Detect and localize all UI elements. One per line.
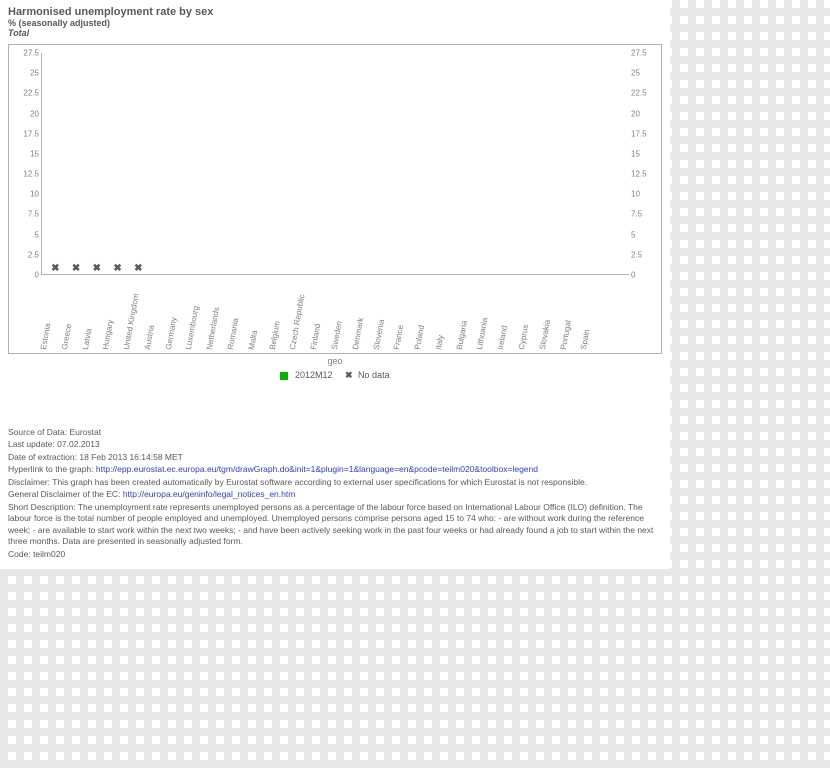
legend-series-label: 2012M12	[295, 370, 333, 380]
bars-container: ✖ ✖ ✖ ✖ ✖	[42, 53, 629, 274]
meta-extraction-value: 18 Feb 2013 16:14:58 MET	[79, 452, 183, 462]
nodata-marker: ✖	[134, 263, 142, 274]
y-tick: 27.5	[11, 49, 39, 58]
y-tick: 7.5	[11, 210, 39, 219]
y-tick: 5	[11, 230, 39, 239]
y-tick: 2.5	[631, 250, 659, 259]
y-tick: 12.5	[11, 170, 39, 179]
y-tick: 15	[631, 149, 659, 158]
chart-subtitle: % (seasonally adjusted)	[8, 18, 662, 28]
y-tick: 12.5	[631, 170, 659, 179]
y-tick: 15	[11, 149, 39, 158]
y-tick: 5	[631, 230, 659, 239]
meta-code-label: Code:	[8, 549, 31, 559]
legend-swatch	[280, 372, 288, 380]
y-tick: 10	[631, 190, 659, 199]
meta-hyperlink-link[interactable]: http://epp.eurostat.ec.europa.eu/tgm/dra…	[96, 464, 538, 474]
bar-column: ✖	[46, 263, 65, 274]
meta-extraction-label: Date of extraction:	[8, 452, 77, 462]
y-tick: 2.5	[11, 250, 39, 259]
meta-shortdesc-label: Short Description:	[8, 502, 76, 512]
bar-column: ✖	[108, 263, 127, 274]
meta-code-value: teilm020	[33, 549, 65, 559]
meta-lastupdate-value: 07.02.2013	[57, 439, 100, 449]
x-axis-labels: EstoniaGreeceLatviaHungaryUnited Kingdom…	[41, 277, 629, 353]
meta-source-value: Eurostat	[69, 427, 101, 437]
bar-column: ✖	[129, 263, 148, 274]
meta-gendisclaimer-label: General Disclaimer of the EC:	[8, 489, 120, 499]
nodata-marker: ✖	[93, 263, 101, 274]
bar-column: ✖	[88, 263, 107, 274]
y-tick: 22.5	[631, 89, 659, 98]
y-tick: 0	[631, 271, 659, 280]
y-tick: 20	[631, 109, 659, 118]
meta-disclaimer-value: This graph has been created automaticall…	[52, 477, 587, 487]
y-tick: 7.5	[631, 210, 659, 219]
y-tick: 10	[11, 190, 39, 199]
chart-title: Harmonised unemployment rate by sex	[8, 6, 662, 18]
legend-nodata-label: No data	[358, 370, 390, 380]
y-tick: 25	[11, 69, 39, 78]
nodata-marker: ✖	[113, 263, 121, 274]
legend: 2012M12 ✖ No data	[8, 370, 662, 381]
y-tick: 20	[11, 109, 39, 118]
metadata-block: Source of Data: Eurostat Last update: 07…	[8, 427, 662, 560]
meta-lastupdate-label: Last update:	[8, 439, 55, 449]
nodata-marker: ✖	[72, 263, 80, 274]
y-axis-right: 02.557.51012.51517.52022.52527.5	[631, 53, 659, 275]
bar-column: ✖	[67, 263, 86, 274]
legend-nodata-icon: ✖	[345, 370, 353, 381]
y-tick: 17.5	[631, 129, 659, 138]
meta-shortdesc-value: The unemployment rate represents unemplo…	[8, 502, 653, 546]
y-tick: 25	[631, 69, 659, 78]
y-tick: 22.5	[11, 89, 39, 98]
meta-source-label: Source of Data:	[8, 427, 67, 437]
meta-gendisclaimer-link[interactable]: http://europa.eu/geninfo/legal_notices_e…	[123, 489, 296, 499]
plot-area: ✖ ✖ ✖ ✖ ✖	[41, 53, 629, 275]
chart-area: 0 2.5 5 7.5 10 12.5 15 17.5 20 22.5 25 27.5 0 2.5 5 7.…	[8, 44, 662, 354]
y-tick: 0	[11, 271, 39, 280]
y-tick: 17.5	[11, 129, 39, 138]
chart-page: Harmonised unemployment rate by sex % (s…	[0, 0, 670, 569]
x-axis-title: geo	[8, 356, 662, 366]
nodata-marker: ✖	[51, 263, 59, 274]
meta-disclaimer-label: Disclaimer:	[8, 477, 50, 487]
chart-series: Total	[8, 28, 662, 38]
y-tick: 27.5	[631, 49, 659, 58]
meta-hyperlink-label: Hyperlink to the graph:	[8, 464, 94, 474]
y-axis-left: 02.557.51012.51517.52022.52527.5	[11, 53, 39, 275]
